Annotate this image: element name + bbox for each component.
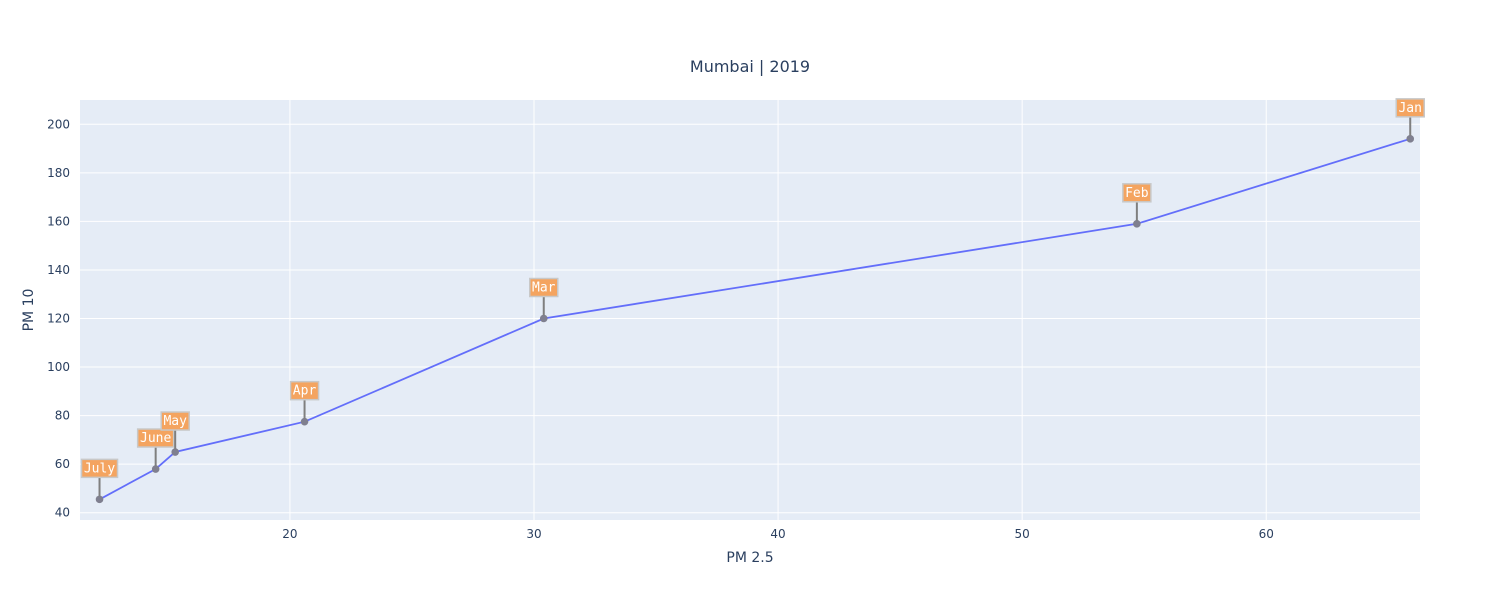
annotation-label: Mar [532,280,556,295]
annotation-box [160,411,190,431]
annotation-box [1122,183,1152,203]
annotation-may: May [160,411,190,450]
x-tick-labels: 20 30 40 50 60 [282,527,1274,541]
annotation-box [289,380,320,401]
y-tick-label: 180 [47,166,70,180]
x-tick-label: 40 [770,527,785,541]
data-point [300,417,309,426]
y-gridlines [80,123,1420,514]
y-axis-title: PM 10 [21,289,37,332]
annotation-label: July [84,461,115,476]
annotation-box [136,428,175,448]
chart-title: Mumbai | 2019 [690,57,810,76]
annotation-box [80,458,119,479]
y-tick-label: 140 [47,263,70,277]
data-point [151,465,160,473]
y-tick-label: 40 [55,506,70,520]
annotation-label: Apr [293,384,317,399]
annotation-box [1395,98,1425,118]
y-tick-label: 60 [55,457,70,471]
annotation-box [529,277,559,298]
y-tick-label: 100 [47,360,70,374]
x-tick-label: 20 [282,527,297,541]
x-tick-label: 50 [1015,527,1030,541]
x-tick-label: 30 [526,527,541,541]
annotation-june: June [136,428,175,467]
x-axis-title: PM 2.5 [726,550,773,566]
point-annotations: July June May Apr Mar Feb Jan [80,98,1425,497]
x-tick-label: 60 [1259,527,1274,541]
y-tick-label: 160 [47,214,70,228]
annotation-mar: Mar [529,277,559,316]
annotation-feb: Feb [1122,183,1152,221]
data-point [95,495,104,504]
data-point [171,448,179,456]
data-point [1406,135,1415,143]
series-markers [95,135,1415,504]
annotation-apr: Apr [289,380,320,419]
annotation-label: Jan [1398,101,1421,116]
annotation-label: June [140,431,171,446]
annotation-label: May [163,414,187,429]
x-gridlines [289,100,1267,520]
plot-area [80,100,1420,520]
annotation-label: Feb [1125,186,1149,201]
data-point [539,314,548,323]
y-tick-labels: 40 60 80 100 120 140 160 180 200 [47,117,70,519]
annotation-jan: Jan [1395,98,1425,136]
y-tick-label: 200 [47,117,70,131]
y-tick-label: 120 [47,311,70,325]
data-point [1133,220,1141,228]
y-tick-label: 80 [55,409,70,423]
annotation-july: July [80,458,119,497]
